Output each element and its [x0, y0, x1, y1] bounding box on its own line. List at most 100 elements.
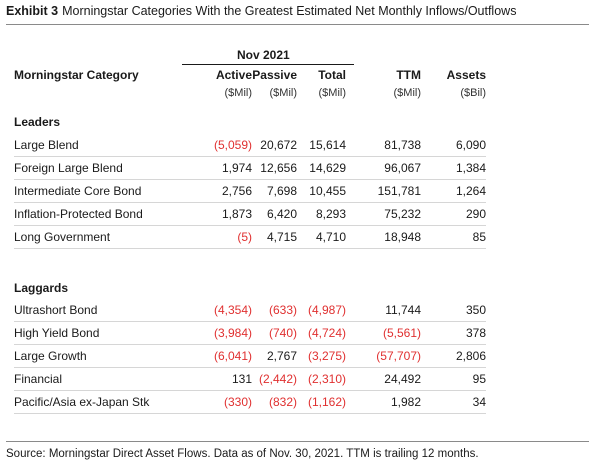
passive-cell: 7,698 — [266, 184, 297, 198]
row-separator — [14, 390, 486, 391]
ttm-cell: 81,738 — [384, 138, 421, 152]
total-cell: 4,710 — [315, 230, 346, 244]
table-row: Pacific/Asia ex-Japan Stk (330) (832) (1… — [0, 394, 594, 410]
category-cell: Inflation-Protected Bond — [14, 207, 143, 221]
exhibit-title: Exhibit 3 Morningstar Categories With the… — [6, 2, 588, 20]
active-cell: 131 — [231, 372, 252, 386]
active-cell: (3,984) — [213, 326, 252, 340]
ttm-unit: ($Mil) — [393, 87, 422, 99]
passive-cell: 6,420 — [266, 207, 297, 221]
assets-cell: 1,384 — [455, 161, 486, 175]
passive-cell: (2,442) — [258, 372, 297, 386]
section-label-laggards: Laggards — [14, 281, 69, 295]
ttm-column-header: TTM — [396, 68, 421, 82]
category-cell: Financial — [14, 372, 63, 386]
passive-cell: 4,715 — [266, 230, 297, 244]
table-row: Foreign Large Blend 1,974 12,656 14,629 … — [0, 160, 594, 176]
assets-cell: 378 — [465, 326, 486, 340]
table-row: Intermediate Core Bond 2,756 7,698 10,45… — [0, 183, 594, 199]
category-column-header: Morningstar Category — [14, 68, 139, 82]
assets-cell: 34 — [472, 395, 486, 409]
ttm-cell: 75,232 — [384, 207, 421, 221]
active-cell: (5,059) — [213, 138, 252, 152]
active-cell: 1,873 — [221, 207, 252, 221]
table-row: Large Blend (5,059) 20,672 15,614 81,738… — [0, 137, 594, 153]
table-row: Financial 131 (2,442) (2,310) 24,492 95 — [0, 371, 594, 387]
assets-cell: 290 — [465, 207, 486, 221]
table-row: Ultrashort Bond (4,354) (633) (4,987) 11… — [0, 302, 594, 318]
period-underline — [182, 64, 354, 65]
ttm-cell: 1,982 — [390, 395, 421, 409]
passive-cell: (740) — [268, 326, 297, 340]
exhibit-title-text: Morningstar Categories With the Greatest… — [62, 4, 517, 18]
row-separator — [14, 413, 486, 414]
ttm-cell: 24,492 — [384, 372, 421, 386]
table-row: Long Government (5) 4,715 4,710 18,948 8… — [0, 229, 594, 245]
active-unit: ($Mil) — [224, 87, 253, 99]
passive-unit: ($Mil) — [269, 87, 298, 99]
bottom-rule — [6, 441, 589, 442]
top-rule — [6, 24, 589, 25]
active-column-header: Active — [215, 68, 252, 82]
source-note: Source: Morningstar Direct Asset Flows. … — [6, 448, 479, 460]
period-header: Nov 2021 — [237, 48, 290, 62]
passive-cell: (633) — [268, 303, 297, 317]
row-separator — [14, 225, 486, 226]
total-cell: (4,987) — [307, 303, 346, 317]
active-cell: (330) — [223, 395, 252, 409]
active-cell: 1,974 — [221, 161, 252, 175]
row-separator — [14, 179, 486, 180]
active-cell: (6,041) — [213, 349, 252, 363]
ttm-cell: 151,781 — [377, 184, 421, 198]
category-cell: High Yield Bond — [14, 326, 100, 340]
ttm-cell: (5,561) — [382, 326, 421, 340]
total-cell: 8,293 — [315, 207, 346, 221]
category-cell: Foreign Large Blend — [14, 161, 123, 175]
total-unit: ($Mil) — [318, 87, 347, 99]
ttm-cell: (57,707) — [376, 349, 421, 363]
passive-cell: 20,672 — [260, 138, 297, 152]
row-separator — [14, 202, 486, 203]
ttm-cell: 96,067 — [384, 161, 421, 175]
category-cell: Ultrashort Bond — [14, 303, 98, 317]
section-label-leaders: Leaders — [14, 115, 61, 129]
total-cell: (1,162) — [307, 395, 346, 409]
row-separator — [14, 321, 486, 322]
ttm-cell: 18,948 — [384, 230, 421, 244]
active-cell: (5) — [237, 230, 252, 244]
category-cell: Large Growth — [14, 349, 87, 363]
table-row: Inflation-Protected Bond 1,873 6,420 8,2… — [0, 206, 594, 222]
total-cell: (4,724) — [307, 326, 346, 340]
assets-cell: 95 — [472, 372, 486, 386]
total-cell: (2,310) — [307, 372, 346, 386]
row-separator — [14, 344, 486, 345]
total-cell: 15,614 — [309, 138, 346, 152]
total-cell: 10,455 — [309, 184, 346, 198]
passive-cell: 12,656 — [260, 161, 297, 175]
exhibit-label: Exhibit 3 — [6, 4, 59, 18]
assets-unit: ($Bil) — [460, 87, 486, 99]
passive-cell: (832) — [268, 395, 297, 409]
active-cell: (4,354) — [213, 303, 252, 317]
assets-column-header: Assets — [446, 68, 486, 82]
ttm-cell: 11,744 — [385, 303, 421, 317]
passive-cell: 2,767 — [266, 349, 297, 363]
total-column-header: Total — [318, 68, 346, 82]
row-separator — [14, 248, 486, 249]
row-separator — [14, 156, 486, 157]
assets-cell: 85 — [472, 230, 486, 244]
assets-cell: 6,090 — [455, 138, 486, 152]
assets-cell: 350 — [465, 303, 486, 317]
row-separator — [14, 367, 486, 368]
category-cell: Intermediate Core Bond — [14, 184, 142, 198]
assets-cell: 2,806 — [455, 349, 486, 363]
category-cell: Large Blend — [14, 138, 79, 152]
table-row: Large Growth (6,041) 2,767 (3,275) (57,7… — [0, 348, 594, 364]
assets-cell: 1,264 — [455, 184, 486, 198]
total-cell: (3,275) — [307, 349, 346, 363]
table-row: High Yield Bond (3,984) (740) (4,724) (5… — [0, 325, 594, 341]
active-cell: 2,756 — [221, 184, 252, 198]
total-cell: 14,629 — [309, 161, 346, 175]
category-cell: Long Government — [14, 230, 111, 244]
category-cell: Pacific/Asia ex-Japan Stk — [14, 395, 150, 409]
